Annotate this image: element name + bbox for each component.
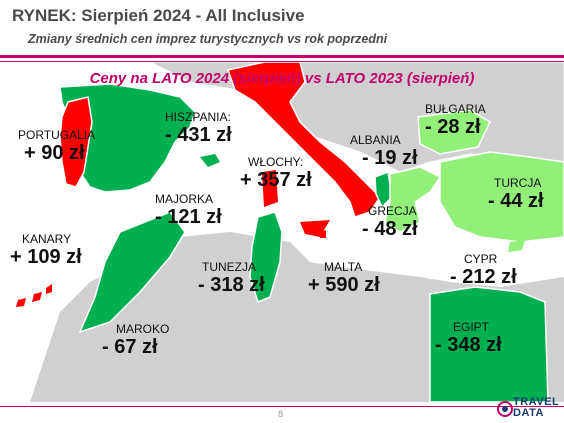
travel-data-logo: TRAVEL DATA [497, 397, 561, 421]
country-tunisia [249, 211, 283, 304]
country-name: EGIPT [453, 320, 490, 334]
country-name: TURCJA [494, 176, 542, 190]
country-bulgaria [417, 109, 491, 155]
country-value: - 431 zł [165, 124, 232, 146]
country-name: HISZPANIA: [165, 110, 231, 124]
country-name: GRECJA [368, 204, 417, 218]
label-portugal: PORTUGALIA + 90 zł [18, 128, 95, 165]
page-number: 8 [278, 409, 284, 419]
header: RYNEK: Sierpień 2024 - All Inclusive Zmi… [0, 0, 564, 58]
country-value: - 212 zł [450, 266, 517, 288]
map-svg [0, 62, 564, 402]
label-greece: GRECJA - 48 zł [362, 204, 418, 241]
label-turkey: TURCJA - 44 zł [488, 176, 544, 213]
country-value: - 67 zł [102, 336, 158, 358]
label-egypt: EGIPT - 348 zł [435, 320, 502, 357]
island-majorca [200, 154, 220, 167]
map [0, 62, 564, 402]
logo-icon [497, 401, 513, 417]
country-name: MAJORKA [155, 192, 214, 206]
label-tunisia: TUNEZJA - 318 zł [198, 260, 265, 297]
country-value: - 348 zł [435, 334, 502, 356]
country-value: - 48 zł [362, 218, 418, 240]
country-value: + 357 zł [240, 169, 312, 191]
logo-line-2: DATA [513, 407, 544, 419]
map-title: Ceny na LATO 2024 (sierpień) vs LATO 202… [89, 70, 475, 87]
country-turkey [439, 151, 564, 243]
country-italy [227, 62, 381, 218]
country-name: KANARY [22, 232, 72, 246]
country-name: MAROKO [116, 322, 170, 336]
country-name: ALBANIA [350, 133, 401, 147]
label-canary: KANARY + 109 zł [10, 232, 82, 269]
country-morocco [78, 211, 186, 334]
country-name: CYPR [464, 252, 498, 266]
label-italy: WŁOCHY: + 357 zł [240, 155, 312, 192]
country-name: BUŁGARIA [425, 102, 486, 116]
country-name: TUNEZJA [202, 260, 256, 274]
country-greece [384, 166, 442, 233]
country-name: MALTA [324, 260, 363, 274]
logo-line-1: TRAVEL [513, 396, 560, 408]
country-value: - 318 zł [198, 274, 265, 296]
page-subtitle: Zmiany średnich cen imprez turystycznych… [28, 32, 388, 46]
island-malta [320, 230, 326, 238]
country-name: PORTUGALIA [18, 128, 96, 142]
label-albania: ALBANIA - 19 zł [350, 133, 418, 170]
country-portugal [59, 96, 93, 188]
country-value: + 109 zł [10, 246, 82, 268]
label-spain: HISZPANIA: - 431 zł [165, 110, 232, 147]
country-egypt [429, 286, 549, 402]
label-bulgaria: BUŁGARIA - 28 zł [425, 102, 486, 139]
island-sardinia [262, 170, 278, 207]
header-rule [0, 55, 564, 58]
label-cyprus: CYPR - 212 zł [450, 252, 517, 289]
country-value: - 28 zł [425, 116, 481, 138]
island-cyprus [508, 240, 525, 252]
country-value: - 44 zł [488, 190, 544, 212]
page-title: RYNEK: Sierpień 2024 - All Inclusive [12, 6, 305, 25]
logo-text: TRAVEL DATA [513, 397, 559, 419]
country-value: - 121 zł [155, 206, 222, 228]
country-value: + 90 zł [24, 142, 85, 164]
label-majorca: MAJORKA - 121 zł [155, 192, 222, 229]
label-morocco: MAROKO - 67 zł [102, 322, 169, 359]
footer-rule [0, 406, 564, 407]
island-canary [16, 284, 52, 307]
country-value: - 19 zł [362, 147, 418, 169]
country-value: + 590 zł [308, 274, 380, 296]
country-albania [374, 170, 393, 209]
country-name: WŁOCHY: [248, 155, 304, 169]
label-malta: MALTA + 590 zł [308, 260, 380, 297]
